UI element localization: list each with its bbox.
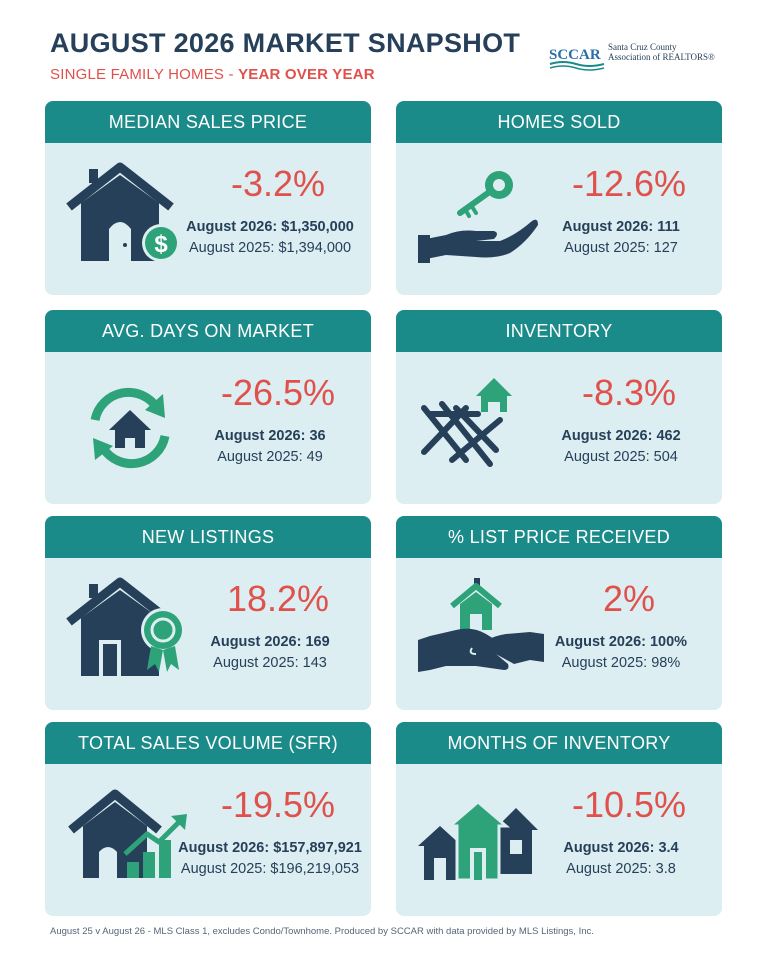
- change-value: -8.3%: [581, 372, 677, 413]
- card-title: MEDIAN SALES PRICE: [45, 101, 371, 143]
- logo-line-1: Santa Cruz County: [608, 42, 677, 52]
- previous-value: August 2025: $1,394,000: [188, 240, 352, 256]
- house-frame-icon: [421, 378, 512, 467]
- change-value: -19.5%: [220, 784, 336, 825]
- card-title: TOTAL SALES VOLUME (SFR): [45, 722, 371, 764]
- house-dollar-icon: $: [66, 162, 180, 262]
- logo-mark-text: SCCAR: [549, 47, 601, 63]
- card-title: MONTHS OF INVENTORY: [396, 722, 722, 764]
- current-value: August 2026: $1,350,000: [186, 219, 354, 235]
- card-inventory: INVENTORY -8.3% August 2026: 462 August …: [396, 310, 722, 504]
- three-houses-icon: [418, 800, 538, 882]
- key-hand-icon: [418, 171, 538, 263]
- house-badge-icon: [66, 577, 185, 676]
- current-value: August 2026: 462: [561, 428, 681, 444]
- subtitle-prefix: SINGLE FAMILY HOMES -: [50, 66, 234, 83]
- previous-value: August 2025: $196,219,053: [180, 861, 360, 877]
- handshake-house-icon: [418, 578, 544, 672]
- page-subtitle: SINGLE FAMILY HOMES - YEAR OVER YEAR: [50, 66, 375, 83]
- current-value: August 2026: 36: [214, 428, 326, 444]
- card-title: AVG. DAYS ON MARKET: [45, 310, 371, 352]
- current-value: August 2026: 100%: [554, 634, 688, 650]
- logo-text: Santa Cruz County Association of REALTOR…: [608, 42, 715, 62]
- logo-mark: SCCAR: [549, 47, 605, 71]
- change-value: -26.5%: [220, 372, 336, 413]
- card-title: HOMES SOLD: [396, 101, 722, 143]
- card-total-sales-volume: TOTAL SALES VOLUME (SFR) -19.5% August 2…: [45, 722, 371, 916]
- card-list-price-received: % LIST PRICE RECEIVED 2% August 2026: 10…: [396, 516, 722, 710]
- footer-note: August 25 v August 26 - MLS Class 1, exc…: [50, 926, 594, 937]
- previous-value: August 2025: 504: [564, 449, 678, 465]
- svg-text:$: $: [154, 231, 168, 258]
- logo-line-2: Association of REALTORS®: [608, 52, 715, 62]
- sccar-logo: SCCAR Santa Cruz County Association of R…: [548, 42, 718, 82]
- current-value: August 2026: 111: [562, 219, 680, 235]
- house-cycle-icon: [90, 387, 170, 469]
- card-months-of-inventory: MONTHS OF INVENTORY -10.5% August 2026: …: [396, 722, 722, 916]
- previous-value: August 2025: 143: [213, 655, 327, 671]
- card-avg-days-on-market: AVG. DAYS ON MARKET -26.5% August 2026: …: [45, 310, 371, 504]
- previous-value: August 2025: 49: [217, 449, 323, 465]
- card-new-listings: NEW LISTINGS 18.2% August 2026: 169 Augu…: [45, 516, 371, 710]
- change-value: 18.2%: [226, 578, 330, 619]
- house-chart-icon: [68, 789, 187, 878]
- change-value: -3.2%: [230, 163, 326, 204]
- page-title: AUGUST 2026 MARKET SNAPSHOT: [50, 28, 521, 58]
- previous-value: August 2025: 127: [564, 240, 678, 256]
- current-value: August 2026: 169: [210, 634, 330, 650]
- card-title: INVENTORY: [396, 310, 722, 352]
- current-value: August 2026: 3.4: [563, 840, 679, 856]
- subtitle-emphasis: YEAR OVER YEAR: [238, 66, 375, 83]
- previous-value: August 2025: 98%: [561, 655, 681, 671]
- change-value: -10.5%: [571, 784, 687, 825]
- change-value: 2%: [602, 578, 656, 619]
- card-title: % LIST PRICE RECEIVED: [396, 516, 722, 558]
- previous-value: August 2025: 3.8: [566, 861, 676, 877]
- card-title: NEW LISTINGS: [45, 516, 371, 558]
- current-value: August 2026: $157,897,921: [178, 840, 362, 856]
- change-value: -12.6%: [571, 163, 687, 204]
- card-homes-sold: HOMES SOLD -12.6% August 2026: 111 Augus…: [396, 101, 722, 295]
- card-median-sales-price: MEDIAN SALES PRICE $ -3.2% August 2026: …: [45, 101, 371, 295]
